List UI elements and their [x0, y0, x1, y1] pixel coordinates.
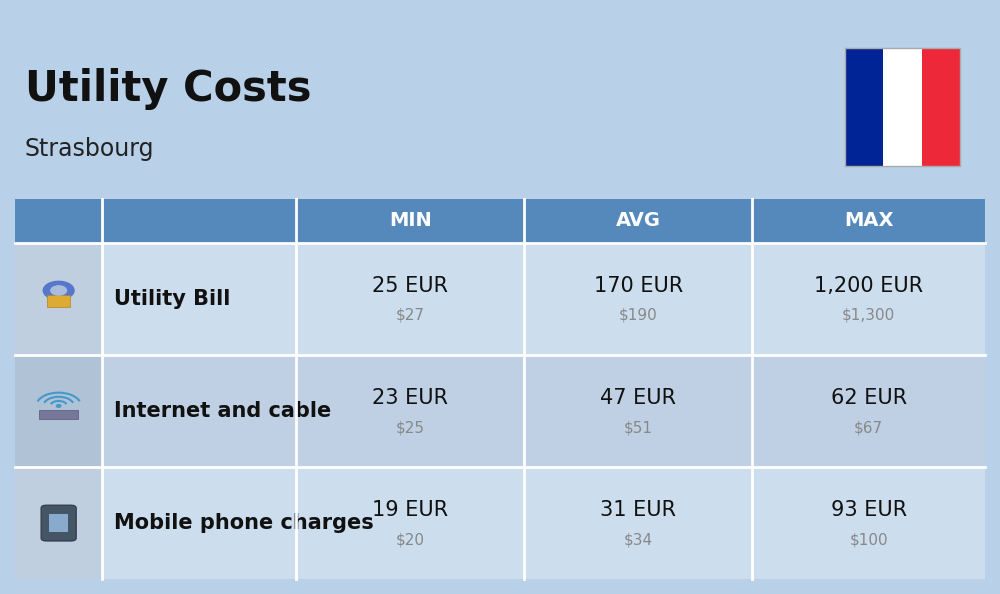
Text: $34: $34 — [624, 532, 653, 547]
Bar — [752, 243, 985, 355]
Bar — [883, 48, 922, 166]
Bar — [845, 48, 960, 166]
FancyBboxPatch shape — [41, 505, 76, 541]
Bar — [39, 410, 78, 419]
Bar — [296, 467, 524, 579]
Bar — [15, 243, 102, 355]
Bar — [845, 48, 883, 166]
Bar — [15, 355, 102, 467]
Circle shape — [51, 286, 66, 295]
Bar — [15, 199, 102, 243]
Bar — [524, 467, 752, 579]
Text: 170 EUR: 170 EUR — [594, 276, 683, 296]
Text: 23 EUR: 23 EUR — [372, 388, 448, 408]
Text: $190: $190 — [619, 308, 658, 323]
Text: Utility Costs: Utility Costs — [25, 68, 312, 110]
Bar — [47, 295, 70, 307]
Text: $27: $27 — [396, 308, 425, 323]
Text: Mobile phone charges: Mobile phone charges — [114, 513, 374, 533]
Bar — [102, 243, 296, 355]
Text: $51: $51 — [624, 420, 653, 435]
Circle shape — [43, 282, 74, 299]
Text: MAX: MAX — [844, 211, 893, 230]
Bar — [524, 243, 752, 355]
Text: 47 EUR: 47 EUR — [600, 388, 676, 408]
Bar — [296, 355, 524, 467]
Text: AVG: AVG — [616, 211, 661, 230]
Text: $1,300: $1,300 — [842, 308, 895, 323]
Bar — [524, 199, 752, 243]
Text: $100: $100 — [849, 532, 888, 547]
Text: 19 EUR: 19 EUR — [372, 500, 448, 520]
Text: $20: $20 — [396, 532, 425, 547]
Bar — [102, 467, 296, 579]
Bar — [15, 467, 102, 579]
Text: Internet and cable: Internet and cable — [114, 401, 332, 421]
Text: $25: $25 — [396, 420, 425, 435]
Bar — [102, 199, 296, 243]
Text: 62 EUR: 62 EUR — [831, 388, 907, 408]
Text: Strasbourg: Strasbourg — [25, 137, 154, 160]
Bar — [296, 199, 524, 243]
Bar — [752, 355, 985, 467]
Text: $67: $67 — [854, 420, 883, 435]
Bar — [102, 355, 296, 467]
Text: 31 EUR: 31 EUR — [600, 500, 676, 520]
Bar — [922, 48, 960, 166]
Text: Utility Bill: Utility Bill — [114, 289, 231, 309]
Circle shape — [56, 405, 61, 407]
Bar — [752, 467, 985, 579]
Text: 93 EUR: 93 EUR — [831, 500, 907, 520]
Bar — [296, 243, 524, 355]
Bar — [49, 514, 68, 532]
Bar — [524, 355, 752, 467]
Bar — [752, 199, 985, 243]
Text: 1,200 EUR: 1,200 EUR — [814, 276, 923, 296]
Text: 25 EUR: 25 EUR — [372, 276, 448, 296]
Text: MIN: MIN — [389, 211, 432, 230]
